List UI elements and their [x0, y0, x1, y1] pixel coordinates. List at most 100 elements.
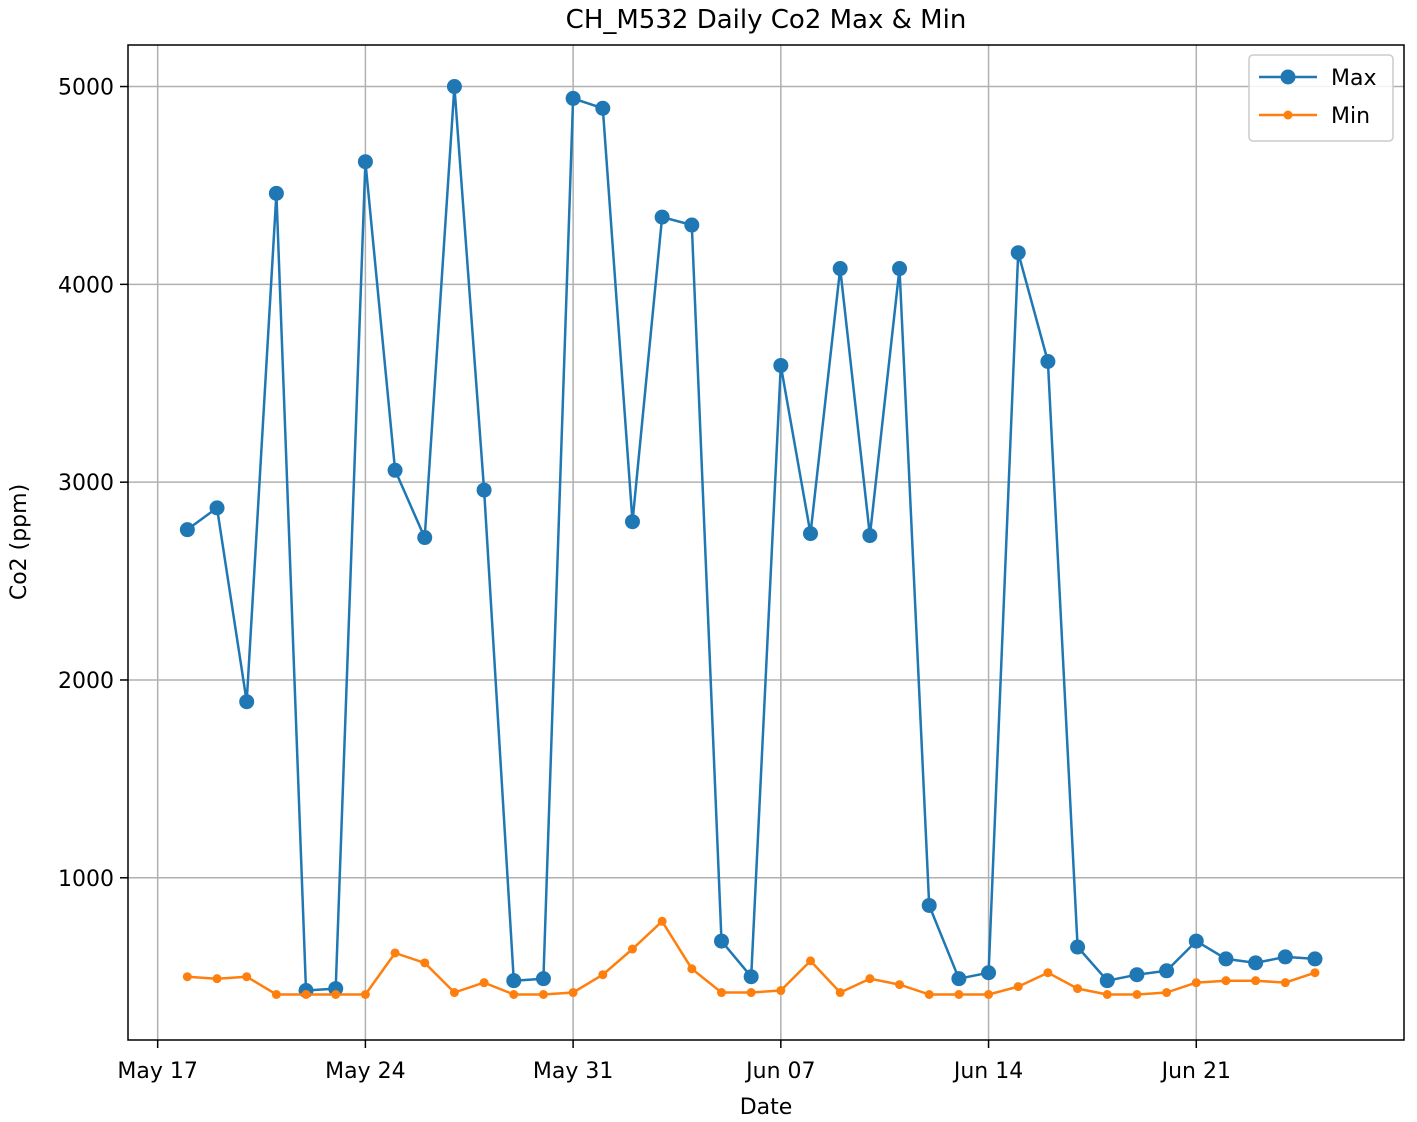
series-max-point	[1248, 955, 1264, 971]
series-max-point	[535, 971, 551, 987]
y-tick-label: 5000	[58, 76, 114, 101]
series-max-point	[506, 973, 522, 989]
series-min-point	[331, 990, 341, 1000]
x-tick-label: May 31	[533, 1059, 613, 1084]
chart-title: CH_M532 Daily Co2 Max & Min	[566, 5, 967, 35]
series-min-point	[360, 990, 370, 1000]
series-min-point	[954, 990, 964, 1000]
series-min	[182, 916, 1320, 1000]
series-min-point	[627, 944, 637, 954]
series-max-point	[803, 526, 819, 542]
series-min-point	[806, 956, 816, 966]
series-max-point	[773, 357, 789, 373]
x-tick-label: Jun 21	[1160, 1059, 1231, 1084]
series-min-point	[1043, 968, 1053, 978]
series-min-point	[182, 972, 192, 982]
series-min-point	[1102, 990, 1112, 1000]
x-tick-label: May 17	[117, 1059, 197, 1084]
series-min-point	[746, 988, 756, 998]
series-max-point	[1277, 949, 1293, 965]
series-min-point	[598, 970, 608, 980]
series-max-point	[1010, 245, 1026, 261]
series-min-point	[835, 988, 845, 998]
series-max-point	[1129, 967, 1145, 983]
series-max-point	[654, 209, 670, 225]
series-max-point	[387, 462, 403, 478]
series-max-point	[179, 522, 195, 538]
series-max-point	[476, 482, 492, 498]
series-max-point	[1070, 939, 1086, 955]
series-max-point	[565, 90, 581, 106]
y-tick-label: 3000	[58, 471, 114, 496]
y-tick-label: 2000	[58, 669, 114, 694]
series-min-point	[538, 990, 548, 1000]
series-min-point	[420, 958, 430, 968]
series-max-point	[951, 971, 967, 987]
series-max-point	[1188, 933, 1204, 949]
series-min-point	[1221, 976, 1231, 986]
series-min-point	[1251, 976, 1261, 986]
series-max-point	[743, 969, 759, 985]
series-min-point	[1162, 988, 1172, 998]
series-min-point	[1310, 968, 1320, 978]
series-min-point	[390, 948, 400, 958]
legend: Max Min	[1248, 54, 1394, 142]
x-tick-label: Jun 07	[744, 1059, 815, 1084]
series-max-point	[684, 217, 700, 233]
series-min-point	[509, 990, 519, 1000]
series-max-point	[892, 261, 908, 277]
series-max-point	[921, 897, 937, 913]
series-min-point	[1013, 982, 1023, 992]
series-min-point	[271, 990, 281, 1000]
series-max-point	[239, 694, 255, 710]
series-max-point	[1159, 963, 1175, 979]
series-max-point	[981, 965, 997, 981]
legend-min-marker	[1283, 110, 1293, 120]
series-max-point	[268, 185, 284, 201]
y-axis-label: Co2 (ppm)	[7, 484, 32, 600]
series-max-point	[595, 100, 611, 116]
x-axis-label: Date	[740, 1095, 793, 1120]
series-max-point	[1099, 973, 1115, 989]
series-min-point	[895, 980, 905, 990]
series-max-point	[624, 514, 640, 530]
series-max-point	[1307, 951, 1323, 967]
legend-max-marker	[1280, 69, 1296, 85]
series-max-point	[713, 933, 729, 949]
series-max-point	[209, 500, 225, 516]
series-max-point	[446, 79, 462, 95]
legend-min-label: Min	[1331, 104, 1370, 129]
y-tick-label: 1000	[58, 867, 114, 892]
x-tick-label: May 24	[325, 1059, 405, 1084]
series-min-point	[924, 990, 934, 1000]
series-max-point	[417, 530, 433, 546]
series-max-point	[357, 154, 373, 170]
series-max-point	[1218, 951, 1234, 967]
series-min-point	[984, 990, 994, 1000]
series-layer	[179, 79, 1323, 1000]
series-min-point	[716, 988, 726, 998]
series-min-point	[479, 978, 489, 988]
series-min-point	[776, 986, 786, 996]
series-max-point	[1040, 354, 1056, 370]
series-min-point	[1132, 990, 1142, 1000]
series-min-point	[242, 972, 252, 982]
series-min-point	[1191, 978, 1201, 988]
series-max-point	[862, 528, 878, 544]
series-min-point	[449, 988, 459, 998]
plot-frame	[127, 44, 1405, 1041]
legend-max-label: Max	[1331, 66, 1376, 91]
series-min-point	[568, 988, 578, 998]
series-min-point	[1073, 984, 1083, 994]
series-min-point	[212, 974, 222, 984]
series-max	[179, 79, 1323, 999]
series-min-point	[1280, 978, 1290, 988]
series-max-point	[832, 261, 848, 277]
series-min-point	[687, 964, 697, 974]
axes: May 17 May 24 May 31 Jun 07 Jun 14 Jun 21 1000…	[58, 76, 1231, 1084]
y-tick-label: 4000	[58, 273, 114, 298]
series-min-point	[657, 916, 667, 926]
x-tick-label: Jun 14	[952, 1059, 1023, 1084]
series-min-point	[865, 974, 875, 984]
